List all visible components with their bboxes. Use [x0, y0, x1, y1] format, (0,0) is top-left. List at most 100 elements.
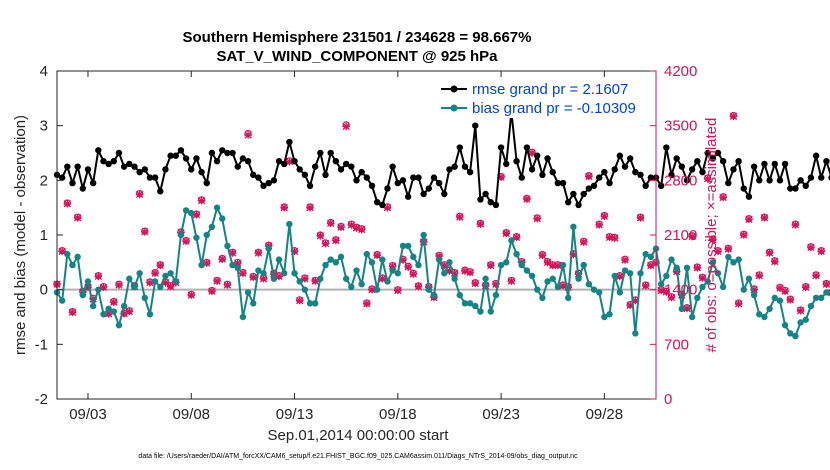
assimilated-obs-point — [678, 291, 686, 299]
bias-point — [435, 256, 443, 263]
bias-point — [410, 253, 417, 261]
bias-point — [792, 332, 799, 340]
assimilated-obs-point — [698, 274, 707, 282]
bias-point — [688, 313, 696, 321]
assimilated-obs-point — [414, 282, 423, 291]
bias-point — [115, 322, 123, 329]
rmse-point — [787, 185, 794, 192]
rmse-point — [167, 152, 174, 159]
assimilated-obs-point — [233, 259, 242, 267]
rmse-point — [534, 152, 541, 159]
rmse-point — [260, 182, 267, 189]
rmse-point — [198, 168, 205, 176]
rmse-point — [74, 163, 81, 170]
rmse-point — [353, 177, 360, 184]
assimilated-obs-point — [99, 283, 108, 292]
rmse-point — [570, 190, 577, 198]
rmse-point — [544, 155, 551, 162]
rmse-point — [100, 158, 107, 165]
assimilated-obs-point — [125, 307, 134, 316]
rmse-point — [497, 144, 505, 151]
rmse-point — [678, 163, 686, 170]
bias-point — [213, 204, 221, 211]
assimilated-obs-point — [776, 284, 784, 292]
bias-point — [513, 250, 520, 258]
bias-point — [281, 270, 288, 277]
bias-point — [311, 300, 319, 307]
bias-point — [492, 291, 500, 299]
bias-point — [549, 275, 556, 282]
assimilated-obs-point — [662, 288, 671, 296]
assimilated-obs-point — [781, 287, 789, 296]
legend-bias-marker — [450, 104, 458, 112]
bias-point — [554, 283, 562, 291]
rmse-point — [64, 163, 71, 170]
bias-point — [126, 275, 133, 282]
assimilated-obs-point — [605, 233, 614, 242]
rmse-point — [554, 179, 562, 187]
rmse-series — [53, 108, 830, 209]
right-tick-label: 0 — [664, 391, 672, 408]
assimilated-obs-point — [786, 296, 795, 304]
assimilated-obs-point — [703, 174, 712, 183]
bias-point — [120, 302, 128, 310]
assimilated-obs-point — [63, 199, 72, 208]
bias-point — [219, 215, 226, 222]
assimilated-obs-point — [600, 212, 609, 221]
rmse-point — [157, 188, 164, 195]
rmse-point — [621, 163, 629, 170]
bias-point — [606, 311, 613, 318]
rmse-point — [523, 144, 531, 151]
bias-point — [430, 291, 438, 299]
rmse-point — [95, 147, 102, 154]
bias-point — [89, 302, 97, 310]
assimilated-obs-point — [450, 269, 459, 278]
bias-point — [787, 330, 794, 337]
rmse-point — [84, 166, 92, 173]
assimilated-obs-point — [151, 269, 159, 278]
rmse-point — [337, 166, 345, 173]
bias-point — [105, 305, 112, 312]
assimilated-obs-point — [311, 277, 319, 285]
plot-area: 09/03 09/08 09/13 09/18 09/23 09/28 -2 -1 0 1 2 3 4… — [35, 63, 830, 423]
assimilated-obs-point — [399, 256, 407, 264]
rmse-point — [322, 171, 329, 179]
assimilated-obs-point — [435, 252, 443, 260]
bias-point — [373, 286, 381, 293]
rmse-point — [590, 182, 598, 189]
assimilated-obs-point — [218, 255, 227, 264]
rmse-point — [435, 179, 443, 187]
bias-point — [415, 261, 422, 269]
rmse-point — [456, 144, 463, 151]
assimilated-obs-point — [228, 249, 237, 257]
rmse-point — [348, 163, 355, 170]
rmse-point — [296, 166, 303, 173]
rmse-point — [146, 174, 154, 181]
rmse-point — [595, 174, 603, 181]
rmse-point — [750, 163, 758, 170]
bias-point — [322, 261, 329, 269]
rmse-point — [823, 158, 830, 165]
rmse-point — [332, 158, 340, 165]
rmse-point — [213, 158, 221, 165]
assimilated-obs-point — [161, 278, 170, 287]
legend-rmse-label: rmse grand pr = 2.1607 — [472, 81, 628, 98]
assimilated-obs-point — [208, 287, 216, 296]
assimilated-obs-point — [719, 193, 727, 202]
rmse-point — [704, 149, 711, 157]
assimilated-obs-point — [388, 262, 397, 271]
rmse-point — [384, 185, 391, 192]
bias-point — [193, 234, 200, 241]
bias-point — [466, 300, 474, 307]
assimilated-obs-point — [445, 267, 454, 275]
bias-point — [678, 305, 686, 312]
bias-point — [58, 297, 66, 304]
assimilated-obs-point — [471, 279, 480, 288]
rmse-point — [714, 149, 722, 157]
bias-point — [250, 300, 257, 307]
left-tick-label: 1 — [40, 227, 48, 244]
assimilated-obs-point — [657, 286, 665, 295]
rmse-point — [446, 166, 453, 173]
bias-point — [203, 231, 210, 239]
